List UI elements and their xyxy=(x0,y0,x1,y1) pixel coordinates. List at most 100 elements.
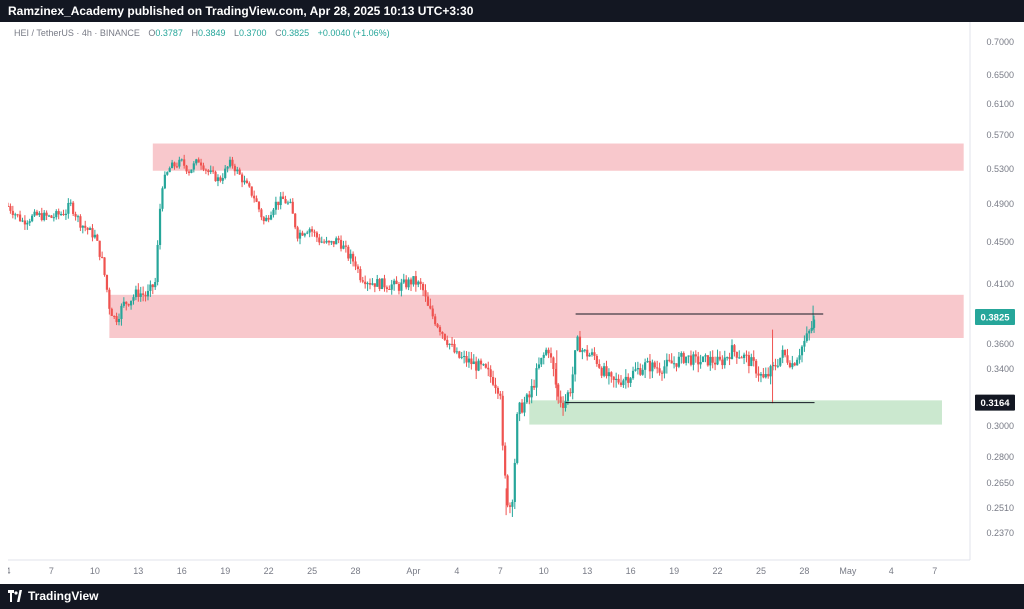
candle-body xyxy=(134,289,138,298)
candle-body xyxy=(436,324,439,328)
candle-body xyxy=(709,356,712,366)
candle-body xyxy=(28,221,31,223)
candle-body xyxy=(535,368,538,388)
open-value: 0.3787 xyxy=(155,28,183,38)
candle-body xyxy=(240,174,244,183)
candle-body xyxy=(315,232,319,238)
candle-body xyxy=(296,227,299,239)
change-value: +0.0040 (+1.06%) xyxy=(317,28,390,38)
candle-body xyxy=(479,360,483,365)
candle-body xyxy=(310,229,314,232)
candle-body xyxy=(520,402,524,413)
candle-body xyxy=(269,215,273,220)
x-tick-label-11: 7 xyxy=(498,566,503,576)
candle-body xyxy=(812,319,816,328)
candle-body xyxy=(35,211,39,215)
candle-body xyxy=(137,289,140,297)
candle-body xyxy=(680,353,683,357)
x-tick-label-21: 7 xyxy=(932,566,937,576)
x-tick-label-3: 13 xyxy=(133,566,143,576)
candle-body xyxy=(16,214,19,216)
candle-body xyxy=(612,376,615,380)
candle-body xyxy=(622,380,625,386)
candle-body xyxy=(383,278,386,288)
candle-body xyxy=(40,213,43,221)
candle-body xyxy=(405,279,408,288)
candle-body xyxy=(385,287,388,289)
publisher-text: Ramzinex_Academy published on TradingVie… xyxy=(8,4,474,18)
candle-body xyxy=(730,345,734,359)
candle-body xyxy=(699,361,702,365)
top-bar: Ramzinex_Academy published on TradingVie… xyxy=(0,0,1024,22)
x-tick-label-6: 22 xyxy=(264,566,274,576)
candle-body xyxy=(122,301,125,306)
candle-body xyxy=(455,351,458,353)
candle-body xyxy=(424,290,427,297)
candle-body xyxy=(460,356,463,358)
candle-body xyxy=(284,199,287,204)
candle-body xyxy=(499,393,502,396)
candle-body xyxy=(482,364,485,366)
close-value: 0.3825 xyxy=(281,28,310,38)
candle-body xyxy=(764,373,767,378)
candle-body xyxy=(265,217,268,222)
candle-body xyxy=(209,170,212,173)
candle-body xyxy=(646,360,649,363)
candle-body xyxy=(504,445,507,476)
candle-body xyxy=(158,208,162,245)
candle-body xyxy=(207,170,210,173)
x-tick-label-16: 22 xyxy=(713,566,723,576)
candle-body xyxy=(347,246,350,259)
tradingview-logo-icon xyxy=(8,590,22,602)
candle-body xyxy=(57,211,60,215)
candle-body xyxy=(178,159,181,167)
y-tick-label-12: 0.3000 xyxy=(986,421,1014,431)
candle-body xyxy=(342,245,345,249)
candle-body xyxy=(306,232,309,234)
candle-body xyxy=(716,356,719,365)
candle-body xyxy=(245,180,249,184)
candlestick-chart[interactable]: 0.7000 0.6500 0.6100 0.5700 0.5300 0.4900 0.45… xyxy=(8,22,1016,584)
candle-body xyxy=(762,374,765,378)
candle-body xyxy=(605,366,608,377)
x-tick-label-13: 13 xyxy=(582,566,592,576)
candle-body xyxy=(689,355,693,365)
candle-body xyxy=(704,355,707,357)
x-tick-label-4: 16 xyxy=(177,566,187,576)
candle-body xyxy=(733,345,736,352)
candle-body xyxy=(805,333,808,341)
candle-body xyxy=(214,171,217,182)
candle-body xyxy=(50,215,53,218)
candle-body xyxy=(781,349,784,358)
candle-body xyxy=(735,351,738,358)
candle-body xyxy=(113,315,116,317)
candle-body xyxy=(467,358,471,363)
candle-body xyxy=(463,356,466,358)
y-tick-label-3: 0.5700 xyxy=(986,130,1014,140)
candle-body xyxy=(366,283,369,285)
chart-area[interactable]: 0.7000 0.6500 0.6100 0.5700 0.5300 0.4900 0.45… xyxy=(8,22,1016,584)
candle-body xyxy=(472,361,475,365)
candle-body xyxy=(728,357,731,359)
candle-body xyxy=(631,370,635,379)
candle-body xyxy=(185,165,188,172)
candle-body xyxy=(250,186,253,196)
candle-body xyxy=(47,215,51,217)
candle-body xyxy=(21,220,24,222)
candle-body xyxy=(634,369,637,371)
candle-body xyxy=(81,225,84,228)
y-tick-label-6: 0.4500 xyxy=(986,237,1014,247)
candle-body xyxy=(91,228,94,238)
candle-body xyxy=(448,343,451,345)
candle-body xyxy=(301,232,304,236)
candle-body xyxy=(8,205,10,207)
candle-body xyxy=(745,354,748,356)
candle-body xyxy=(253,195,256,199)
candle-body xyxy=(390,284,393,290)
candle-body xyxy=(619,382,623,386)
candle-body xyxy=(62,213,65,216)
candle-body xyxy=(501,395,504,446)
candle-body xyxy=(277,201,280,206)
candle-body xyxy=(788,362,792,368)
candle-body xyxy=(67,203,70,214)
